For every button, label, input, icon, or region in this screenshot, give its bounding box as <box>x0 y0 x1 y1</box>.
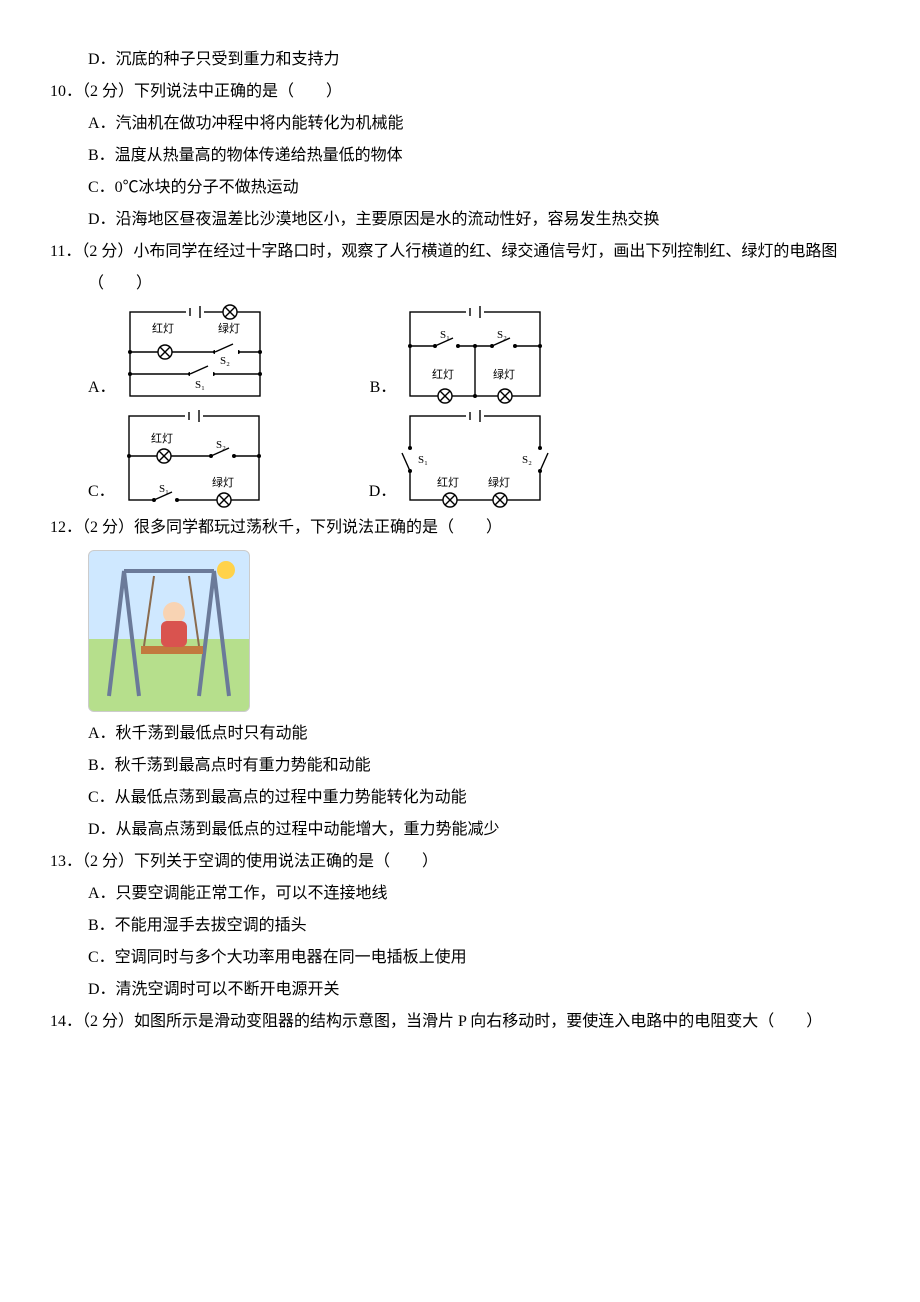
q12-image <box>88 550 870 712</box>
label-red: 红灯 <box>152 322 174 335</box>
q11-letter-c: C． <box>88 476 115 508</box>
svg-text:S₁: S₁ <box>418 454 428 466</box>
q11-options-row-1: A． 红灯 绿灯 S₂ S₁ <box>88 304 870 404</box>
q11-circuit-a: 红灯 绿灯 S₂ S₁ <box>120 304 270 404</box>
q12-option-d: D．从最高点荡到最低点的过程中动能增大，重力势能减少 <box>50 814 870 846</box>
svg-text:红灯: 红灯 <box>151 432 173 445</box>
q11-circuit-c: 红灯 S₂ S₁ 绿灯 <box>119 408 269 508</box>
q11-letter-a: A． <box>88 372 116 404</box>
svg-text:S₁: S₁ <box>159 483 169 495</box>
svg-text:S₁: S₁ <box>440 329 450 341</box>
label-s2: S₂ <box>220 355 230 367</box>
q11-options-row-2: C． 红灯 S₂ S₁ 绿灯 D． <box>88 408 870 508</box>
q12-option-c: C．从最低点荡到最高点的过程中重力势能转化为动能 <box>50 782 870 814</box>
q12-stem: 12．（2 分）很多同学都玩过荡秋千，下列说法正确的是（ ） <box>50 512 870 544</box>
q13-option-d: D．清洗空调时可以不断开电源开关 <box>50 974 870 1006</box>
q10-stem: 10．（2 分）下列说法中正确的是（ ） <box>50 76 870 108</box>
q11-circuit-b: S₁ S₂ 红灯 绿灯 <box>400 304 550 404</box>
q11-circuit-d: S₁ S₂ 红灯 绿灯 <box>400 408 550 508</box>
q11-option-a: A． 红灯 绿灯 S₂ S₁ <box>88 304 270 404</box>
svg-text:绿灯: 绿灯 <box>488 475 510 489</box>
q11-option-c: C． 红灯 S₂ S₁ 绿灯 <box>88 408 269 508</box>
q10-option-b: B．温度从热量高的物体传递给热量低的物体 <box>50 140 870 172</box>
q12-option-b: B．秋千荡到最高点时有重力势能和动能 <box>50 750 870 782</box>
q13-option-b: B．不能用湿手去拔空调的插头 <box>50 910 870 942</box>
q13-option-a: A．只要空调能正常工作，可以不连接地线 <box>50 878 870 910</box>
q13-stem: 13．（2 分）下列关于空调的使用说法正确的是（ ） <box>50 846 870 878</box>
q11-letter-d: D． <box>369 476 397 508</box>
svg-text:绿灯: 绿灯 <box>212 475 234 489</box>
svg-text:S₂: S₂ <box>216 439 226 451</box>
q12-option-a: A．秋千荡到最低点时只有动能 <box>50 718 870 750</box>
label-green: 绿灯 <box>218 321 240 335</box>
q11-option-b: B． S₁ S₂ 红灯 绿灯 <box>370 304 551 404</box>
q13-option-c: C．空调同时与多个大功率用电器在同一电插板上使用 <box>50 942 870 974</box>
svg-text:红灯: 红灯 <box>432 368 454 381</box>
svg-text:绿灯: 绿灯 <box>493 367 515 381</box>
q11-option-d: D． S₁ S₂ 红灯 绿灯 <box>369 408 551 508</box>
q10-option-c: C．0℃冰块的分子不做热运动 <box>50 172 870 204</box>
q11-letter-b: B． <box>370 372 397 404</box>
svg-text:S₂: S₂ <box>522 454 532 466</box>
label-s1: S₁ <box>195 379 205 391</box>
q10-option-d: D．沿海地区昼夜温差比沙漠地区小，主要原因是水的流动性好，容易发生热交换 <box>50 204 870 236</box>
q14-stem: 14．（2 分）如图所示是滑动变阻器的结构示意图，当滑片 P 向右移动时，要使连… <box>50 1006 870 1038</box>
svg-text:S₂: S₂ <box>497 329 507 341</box>
q10-option-a: A．汽油机在做功冲程中将内能转化为机械能 <box>50 108 870 140</box>
svg-text:红灯: 红灯 <box>437 476 459 489</box>
q9-option-d: D．沉底的种子只受到重力和支持力 <box>50 44 870 76</box>
q11-stem: 11．（2 分）小布同学在经过十字路口时，观察了人行横道的红、绿交通信号灯，画出… <box>50 236 870 300</box>
